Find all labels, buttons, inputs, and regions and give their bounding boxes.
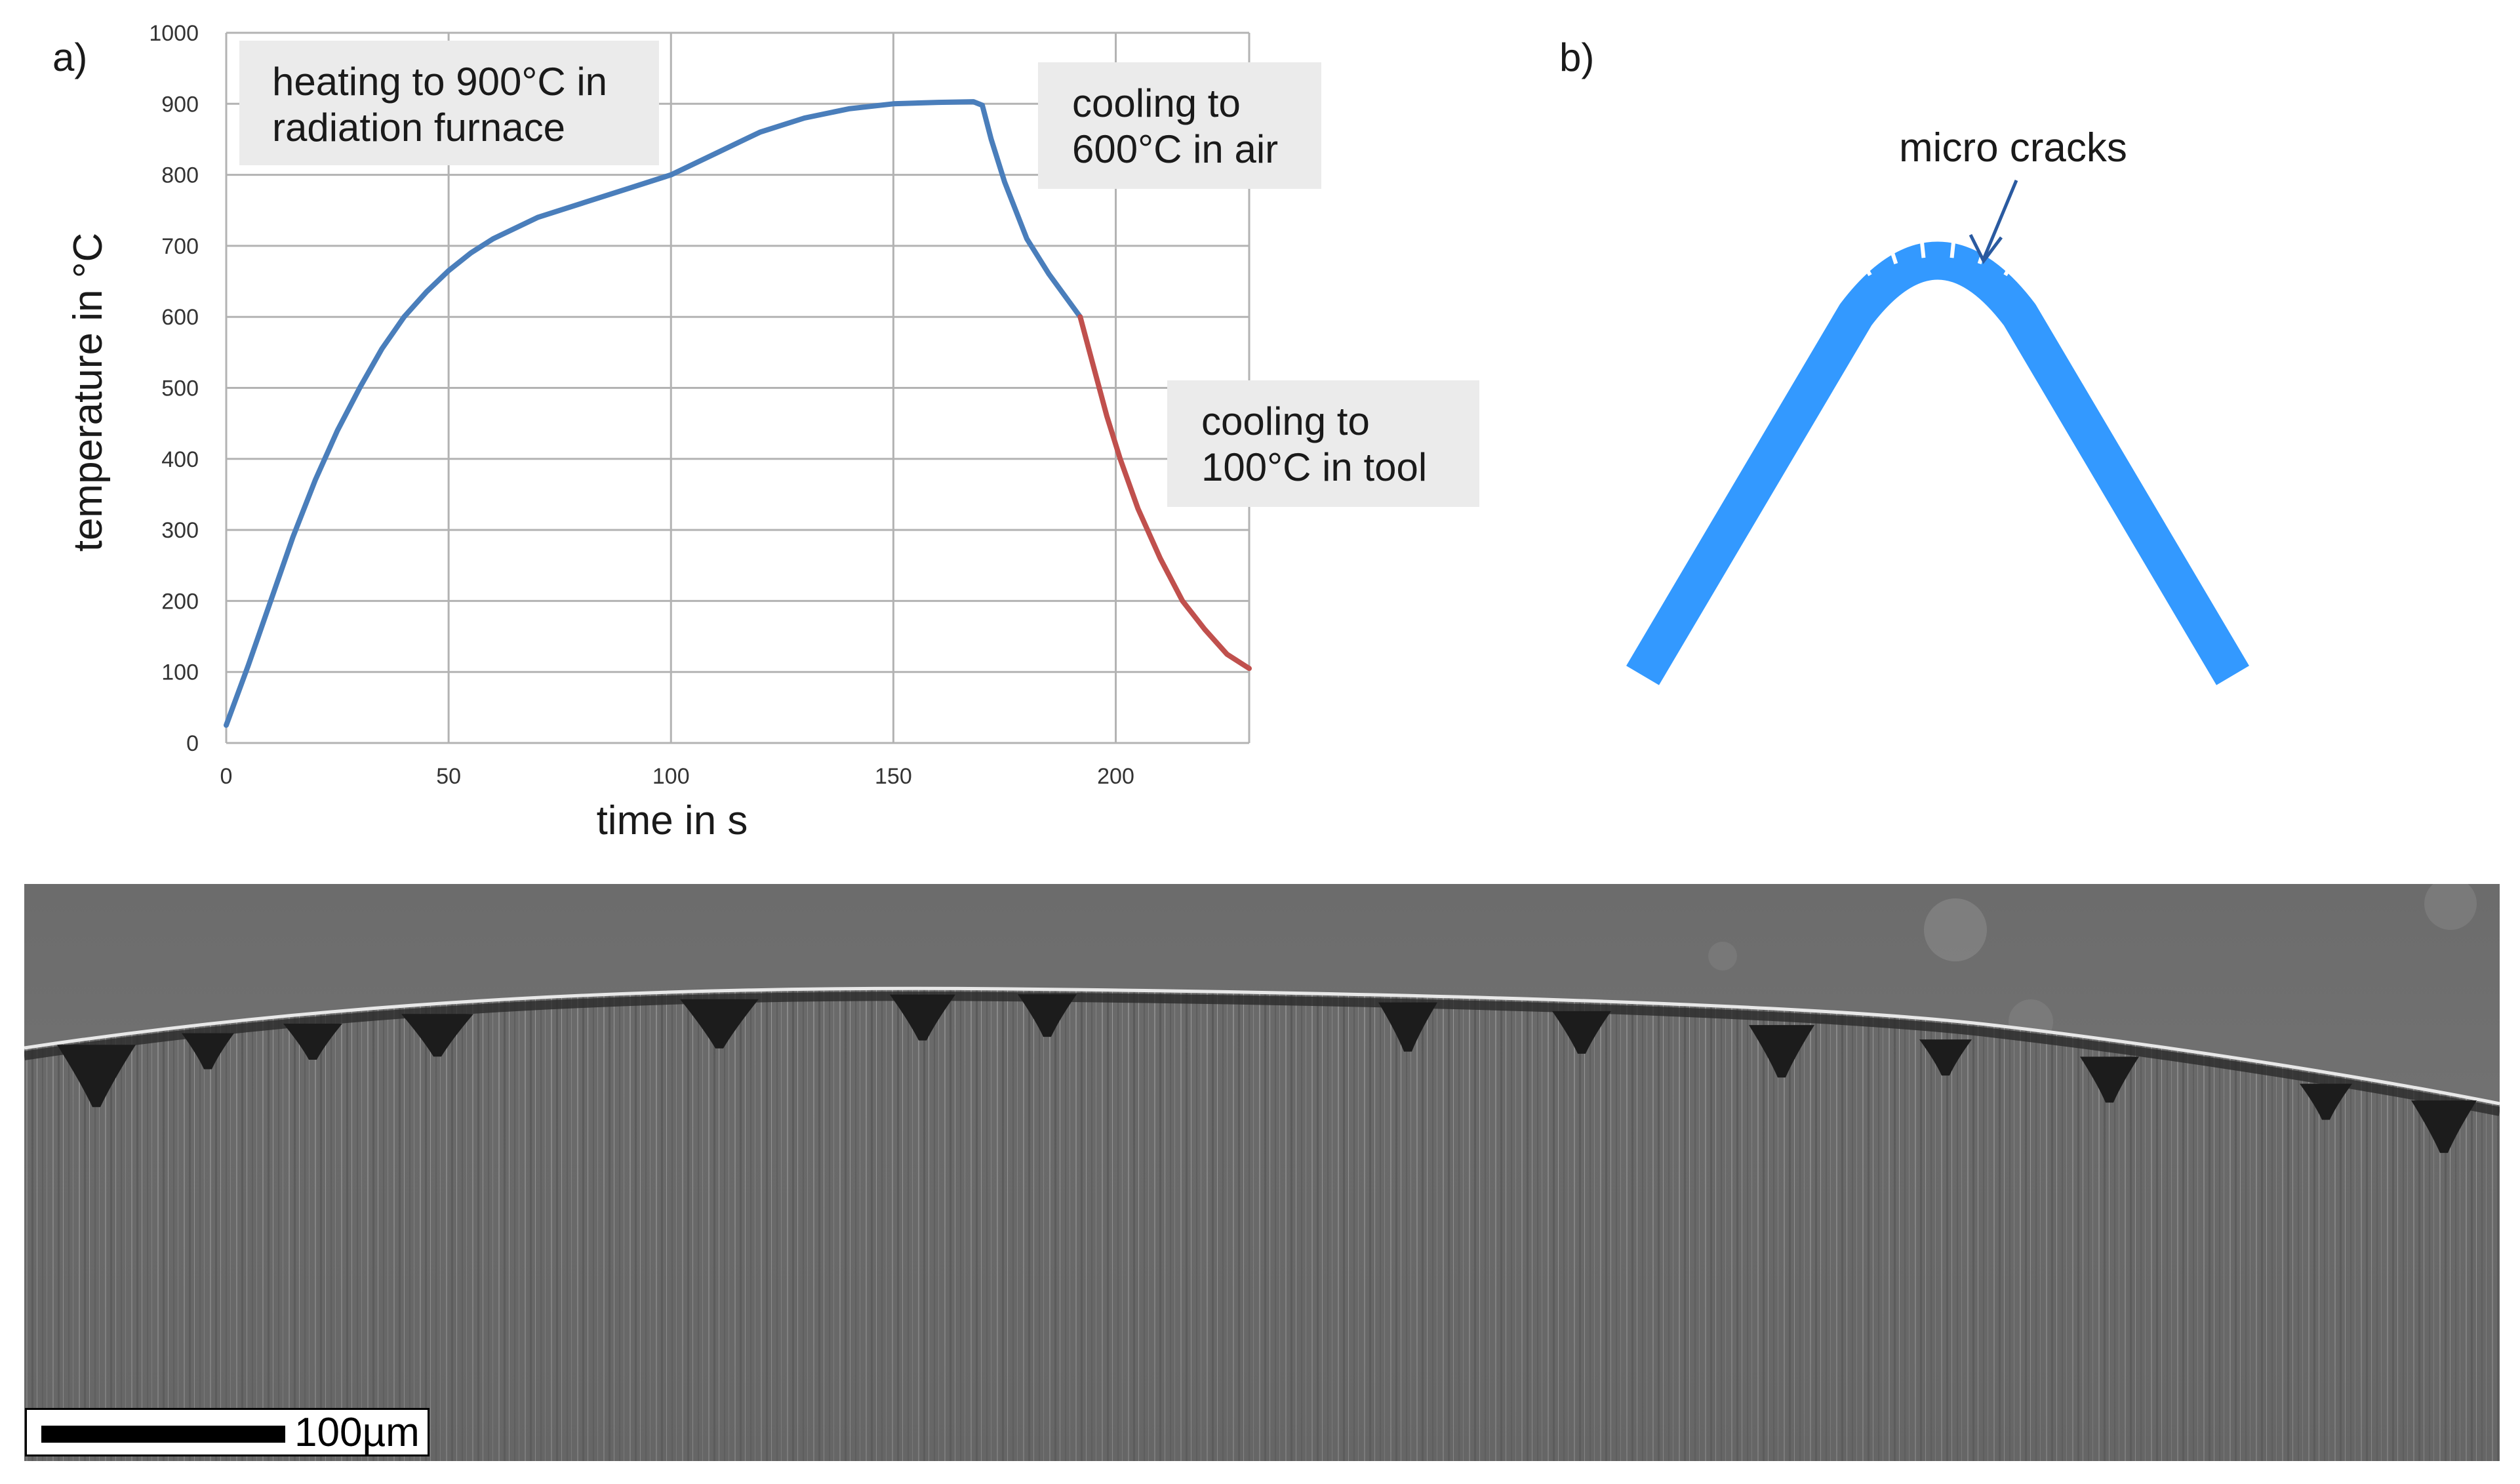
y-axis-label: temperature in °C (66, 233, 111, 552)
annotation-heating-line-1: heating to 900°C in (272, 60, 608, 104)
annotation-air-cooling: cooling to 600°C in air (1038, 62, 1321, 189)
y-tick-label: 900 (161, 92, 199, 117)
x-tick-label: 50 (436, 764, 461, 789)
annotation-tool-cooling: cooling to 100°C in tool (1167, 380, 1479, 507)
y-tick-label: 700 (161, 234, 199, 259)
micro-crack-mark (1977, 244, 1988, 265)
crack-pit (1749, 1025, 1814, 1078)
micro-crack-marks (1832, 237, 2043, 293)
y-tick-labels: 0 100 200 300 400 500 600 700 800 900 1000 (149, 21, 199, 756)
micro-crack-mark (1832, 275, 1849, 293)
panel-label-b: b) (1559, 35, 1595, 79)
crack-pit (1552, 1011, 1611, 1054)
y-tick-label: 800 (161, 163, 199, 188)
crack-pit (890, 994, 955, 1041)
annotation-tool-cooling-line-1: cooling to (1201, 399, 1370, 443)
series-line-2 (1077, 314, 1252, 672)
scale-bar (41, 1426, 285, 1443)
panel-label-a: a) (52, 35, 88, 79)
temperature-time-chart: 0 100 200 300 400 500 600 700 800 900 1000 0 50 100 1… (66, 21, 1252, 843)
y-tick-label: 500 (161, 376, 199, 401)
micro-crack-mark (1888, 244, 1898, 265)
crack-pit (2411, 1100, 2477, 1153)
annotation-heating: heating to 900°C in radiation furnace (239, 41, 659, 165)
micro-crack-mark (2026, 275, 2043, 293)
chart-series (224, 99, 1252, 728)
scale-bar-label: 100µm (294, 1410, 420, 1455)
annotation-tool-cooling-line-2: 100°C in tool (1201, 445, 1428, 489)
x-tick-label: 0 (220, 764, 233, 789)
y-tick-label: 300 (161, 518, 199, 543)
crack-pit (1378, 1002, 1437, 1052)
crack-pit (283, 1023, 342, 1060)
annotation-air-cooling-line-2: 600°C in air (1072, 127, 1279, 171)
x-tick-label: 200 (1097, 764, 1134, 789)
x-tick-label: 100 (652, 764, 690, 789)
y-tick-label: 1000 (149, 21, 199, 46)
y-tick-label: 100 (161, 660, 199, 685)
micro-crack-mark (1858, 257, 1872, 277)
annotation-heating-line-2: radiation furnace (272, 106, 565, 150)
micro-cracks-arrow (1982, 180, 2018, 260)
micro-crack-mark (1950, 237, 1956, 258)
y-tick-label: 400 (161, 447, 199, 472)
sem-micrograph: 100µm (24, 884, 2500, 1461)
y-tick-label: 200 (161, 589, 199, 614)
x-axis-label: time in s (597, 798, 748, 843)
bent-sheet-shape (1626, 241, 2249, 685)
scale-bar-box: 100µm (25, 1408, 430, 1456)
series-line-1 (224, 99, 1083, 728)
crack-pit (1018, 994, 1077, 1037)
micro-crack-mark (1919, 237, 1926, 258)
micro-cracks-arrowhead-icon (1969, 233, 2003, 264)
micro-crack-mark (2003, 257, 2017, 277)
x-tick-label: 150 (875, 764, 912, 789)
crack-pit (57, 1045, 136, 1108)
crack-pit (182, 1033, 234, 1070)
crack-pit (2080, 1056, 2139, 1103)
y-tick-label: 0 (186, 731, 199, 756)
crack-pit (401, 1014, 473, 1057)
bent-sheet-diagram (1626, 180, 2249, 685)
y-tick-label: 600 (161, 305, 199, 330)
crack-pit (1919, 1039, 1972, 1076)
micro-cracks-label: micro cracks (1899, 125, 2127, 170)
micrograph-image (24, 884, 2500, 1461)
annotation-air-cooling-line-1: cooling to (1072, 81, 1241, 125)
crack-pit (680, 999, 759, 1049)
crack-pit (2300, 1083, 2352, 1120)
x-tick-labels: 0 50 100 150 200 (220, 764, 1134, 789)
